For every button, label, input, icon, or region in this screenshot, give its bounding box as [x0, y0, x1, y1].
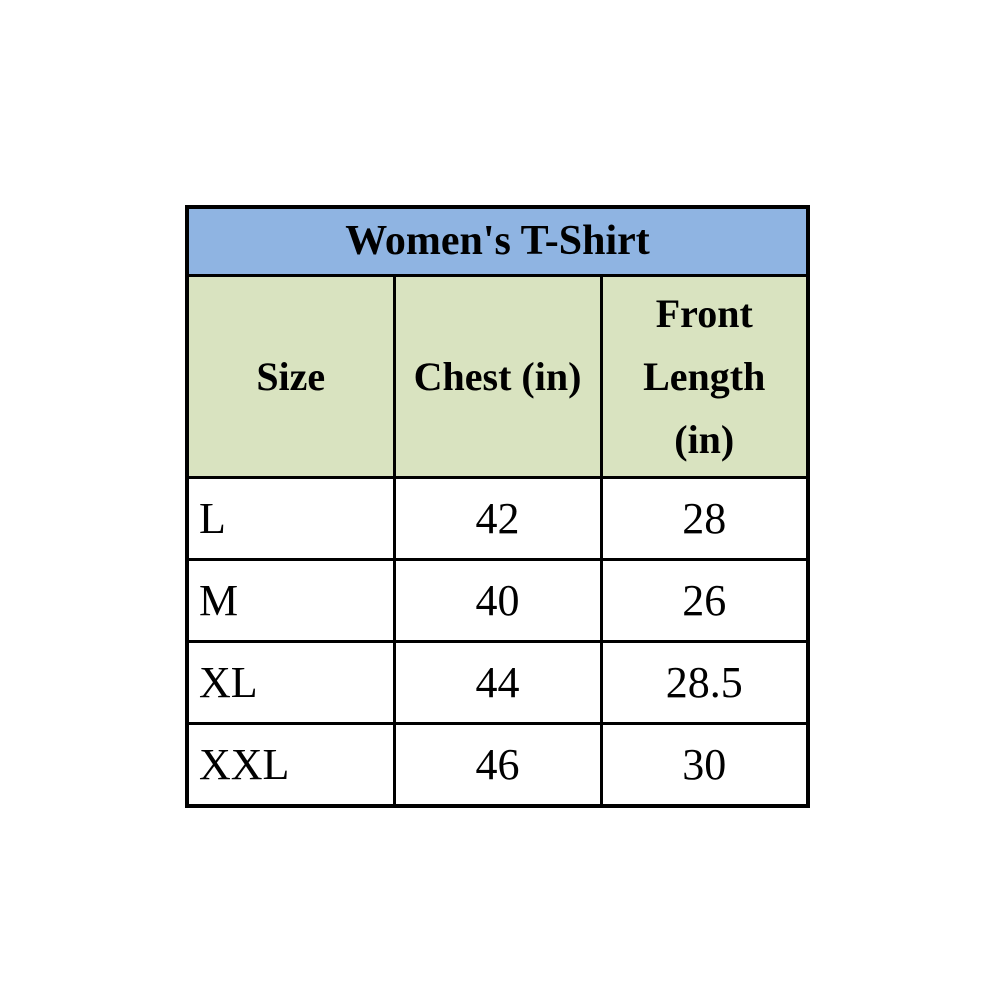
- size-value: XL: [185, 640, 396, 725]
- chest-value: 42: [392, 476, 603, 561]
- table-row-m: M 40 26: [185, 558, 810, 643]
- size-value: L: [185, 476, 396, 561]
- column-header-size: Size: [185, 274, 396, 479]
- front-length-value: 30: [599, 722, 810, 808]
- table-row-xxl: XXL 46 30: [185, 722, 810, 808]
- title-row: Women's T-Shirt: [185, 205, 810, 277]
- column-header-row: Size Chest (in) Front Length (in): [185, 274, 810, 479]
- table-title: Women's T-Shirt: [185, 205, 810, 277]
- chest-value: 46: [392, 722, 603, 808]
- size-chart-table: Women's T-Shirt Size Chest (in) Front Le…: [185, 205, 810, 808]
- front-length-value: 28: [599, 476, 810, 561]
- front-length-value: 28.5: [599, 640, 810, 725]
- size-value: XXL: [185, 722, 396, 808]
- front-length-value: 26: [599, 558, 810, 643]
- chest-value: 40: [392, 558, 603, 643]
- size-value: M: [185, 558, 396, 643]
- table-row-xl: XL 44 28.5: [185, 640, 810, 725]
- column-header-front-length: Front Length (in): [599, 274, 810, 479]
- column-header-chest: Chest (in): [392, 274, 603, 479]
- chest-value: 44: [392, 640, 603, 725]
- table-row-l: L 42 28: [185, 476, 810, 561]
